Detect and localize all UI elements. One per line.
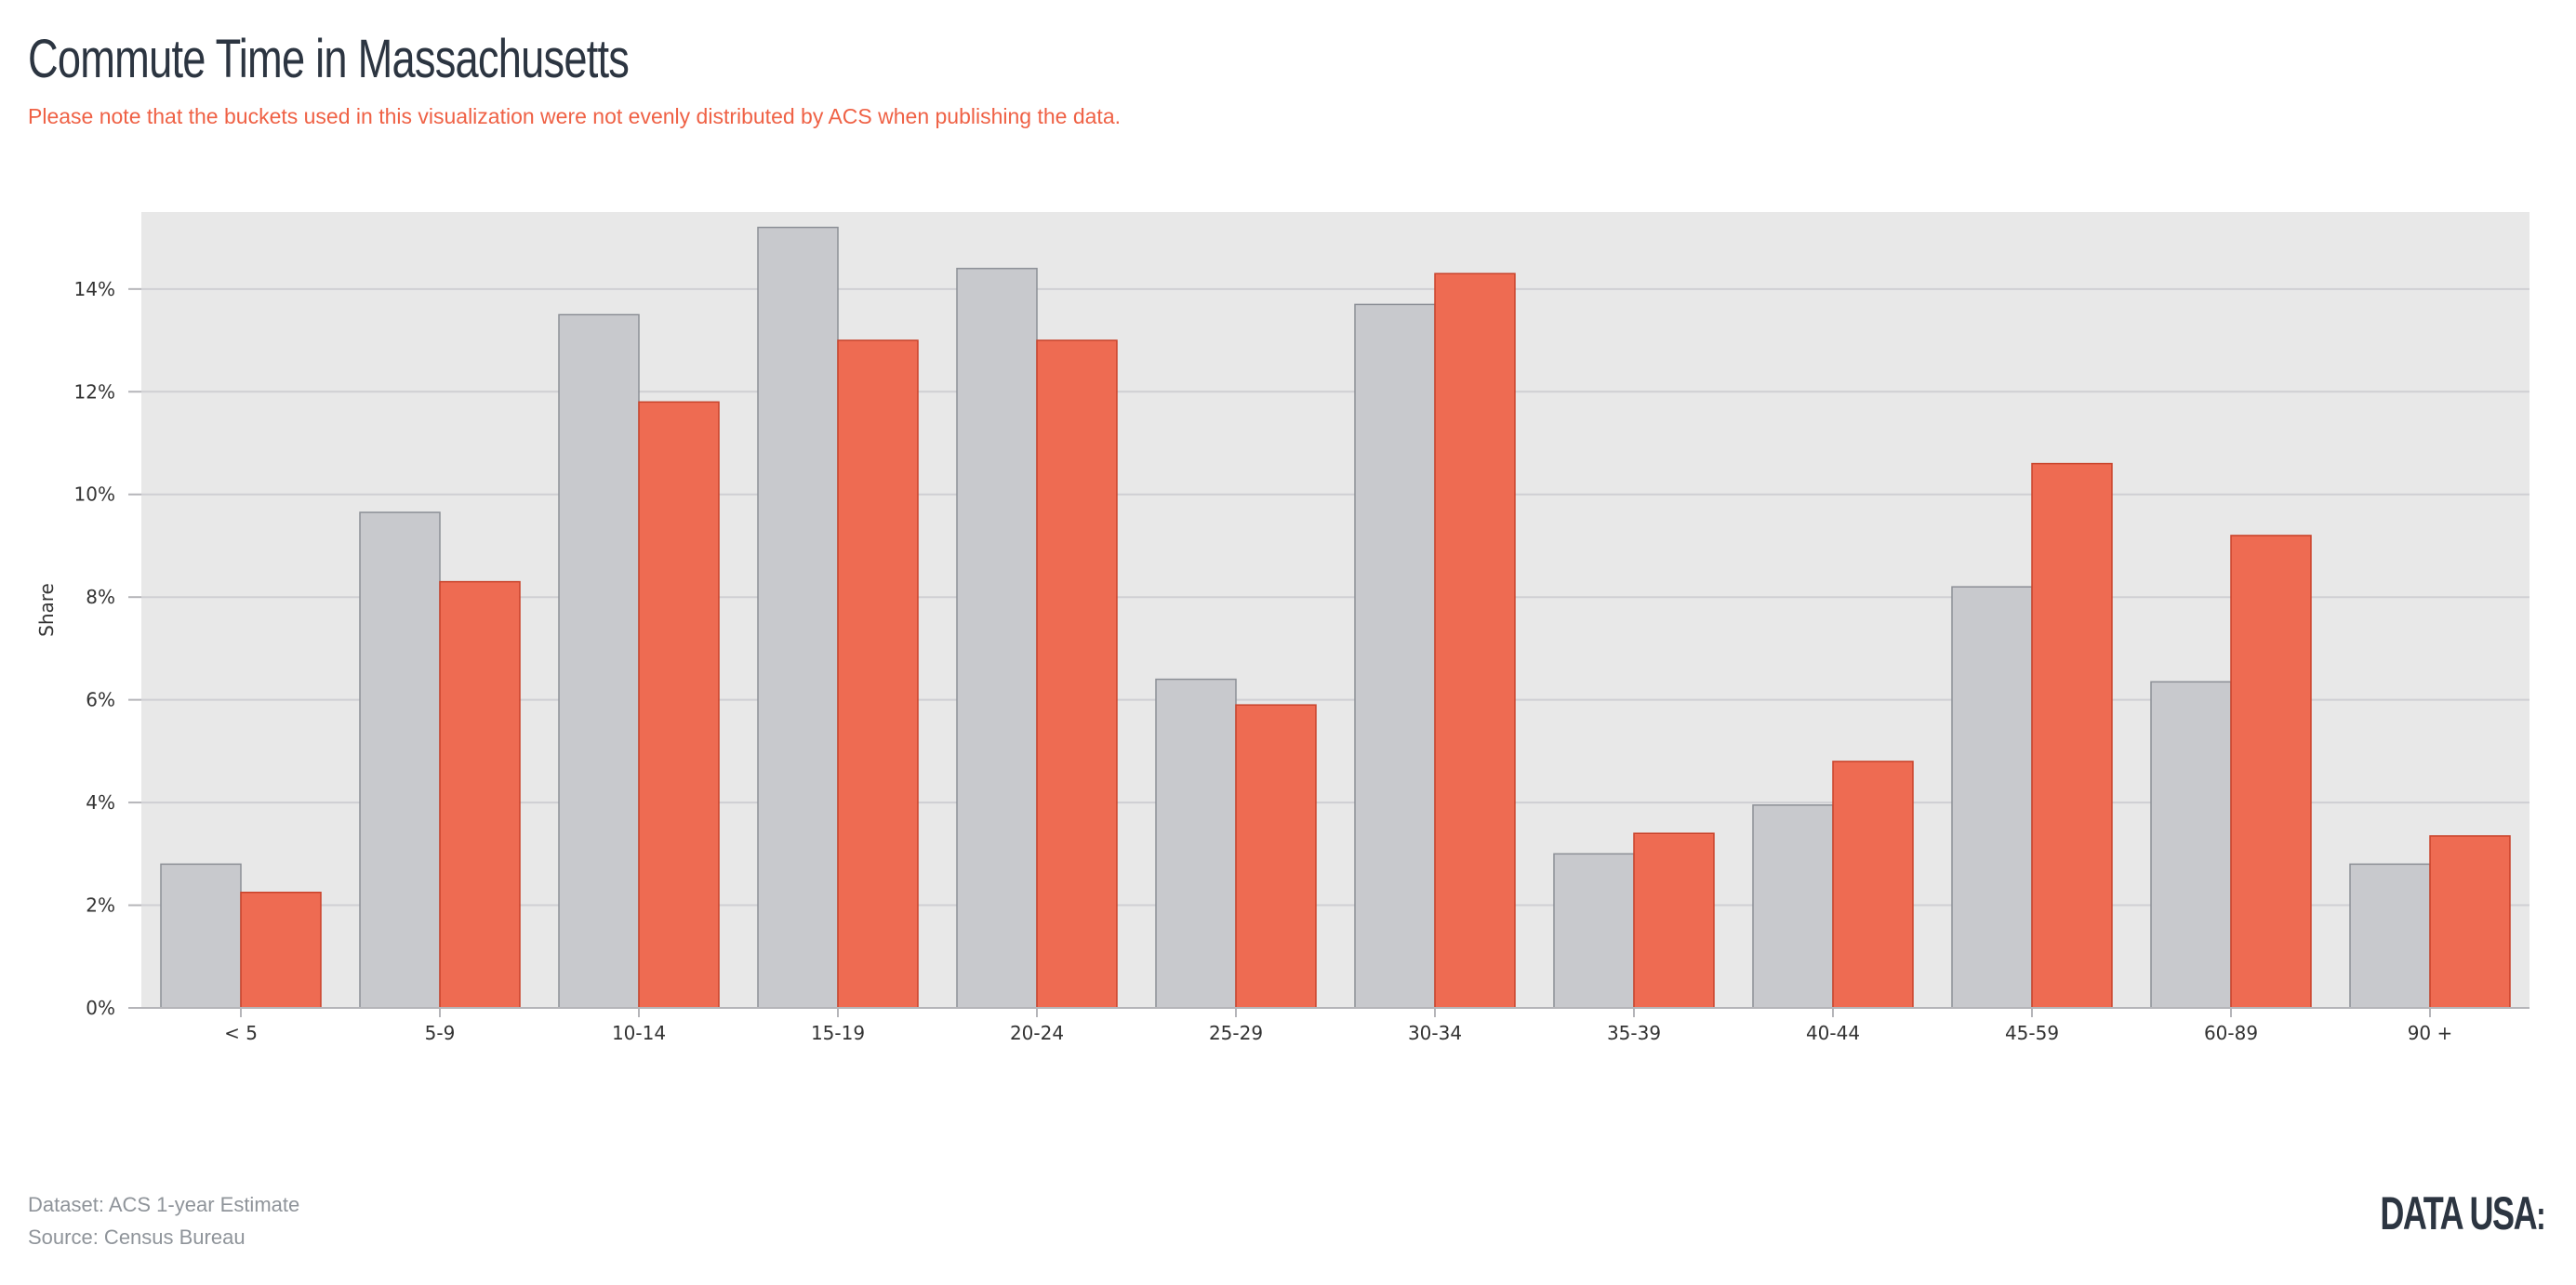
bar-red[interactable] (2429, 835, 2511, 1009)
bar-red[interactable] (439, 580, 521, 1009)
bar-red[interactable] (1235, 704, 1317, 1009)
y-tick-label: 14% (74, 278, 115, 300)
bar-red[interactable] (638, 401, 720, 1009)
x-tick-label: 20-24 (1010, 1022, 1064, 1044)
y-tick-label: 2% (86, 894, 115, 917)
x-tick-label: 45-59 (2005, 1022, 2059, 1044)
bar-gray[interactable] (1155, 678, 1237, 1009)
y-axis-ticks: 0% 2% 4% 6% 8% 10% 12% 14% (74, 278, 141, 1019)
bar-gray[interactable] (1553, 853, 1635, 1009)
gridlines (141, 287, 2530, 907)
bar-gray[interactable] (757, 226, 839, 1009)
bar-red[interactable] (2230, 535, 2312, 1009)
y-tick-label: 8% (86, 586, 115, 608)
y-tick-label: 12% (74, 380, 115, 403)
plot-background (141, 212, 2530, 1008)
x-tick-label: 40-44 (1806, 1022, 1860, 1044)
logo-text: DATA USA (2380, 1187, 2538, 1239)
bar-gray[interactable] (1951, 586, 2033, 1009)
chart-title: Commute Time in Massachusetts (28, 29, 630, 89)
y-tick-label: 0% (86, 997, 115, 1019)
bar-gray[interactable] (558, 313, 640, 1009)
y-tick-label: 6% (86, 689, 115, 711)
logo-mark: : (2536, 1193, 2546, 1239)
bar-gray[interactable] (1354, 303, 1436, 1009)
x-tick-label: 10-14 (612, 1022, 666, 1044)
bar-gray[interactable] (359, 511, 441, 1009)
dataset-label: Dataset: ACS 1-year Estimate (28, 1193, 300, 1216)
x-tick-label: < 5 (224, 1022, 258, 1044)
x-tick-label: 60-89 (2204, 1022, 2258, 1044)
bar-gray[interactable] (160, 863, 242, 1009)
bar-red[interactable] (2031, 462, 2113, 1009)
chart-subtitle: Please note that the buckets used in thi… (28, 104, 1121, 128)
y-axis-title: Share (35, 583, 58, 637)
bar-red[interactable] (1633, 832, 1715, 1009)
bar-red[interactable] (1832, 761, 1914, 1009)
x-tick-label: 30-34 (1408, 1022, 1462, 1044)
x-tick-label: 90 + (2408, 1022, 2453, 1044)
bars (160, 226, 2511, 1009)
bar-red[interactable] (240, 891, 322, 1009)
data-usa-logo[interactable]: DATA USA: (2381, 1186, 2546, 1240)
source-label: Source: Census Bureau (28, 1225, 246, 1249)
bar-gray[interactable] (956, 267, 1038, 1009)
x-tick-label: 25-29 (1209, 1022, 1263, 1044)
x-tick-label: 15-19 (811, 1022, 865, 1044)
bar-chart: 0% 2% 4% 6% 8% 10% 12% 14% < 5 5-9 10-14 15-19 20-2… (35, 212, 2530, 1044)
bar-red[interactable] (1434, 272, 1516, 1009)
y-tick-label: 4% (86, 791, 115, 814)
bar-gray[interactable] (2349, 863, 2431, 1009)
x-tick-label: 35-39 (1607, 1022, 1661, 1044)
y-tick-label: 10% (74, 484, 115, 506)
x-tick-label: 5-9 (425, 1022, 456, 1044)
bar-red[interactable] (1036, 339, 1118, 1009)
x-axis-ticks: < 5 5-9 10-14 15-19 20-24 25-29 30-34 35-39 40-4… (224, 1008, 2452, 1044)
bar-red[interactable] (837, 339, 919, 1009)
bar-gray[interactable] (2150, 681, 2232, 1009)
bar-gray[interactable] (1752, 804, 1834, 1009)
